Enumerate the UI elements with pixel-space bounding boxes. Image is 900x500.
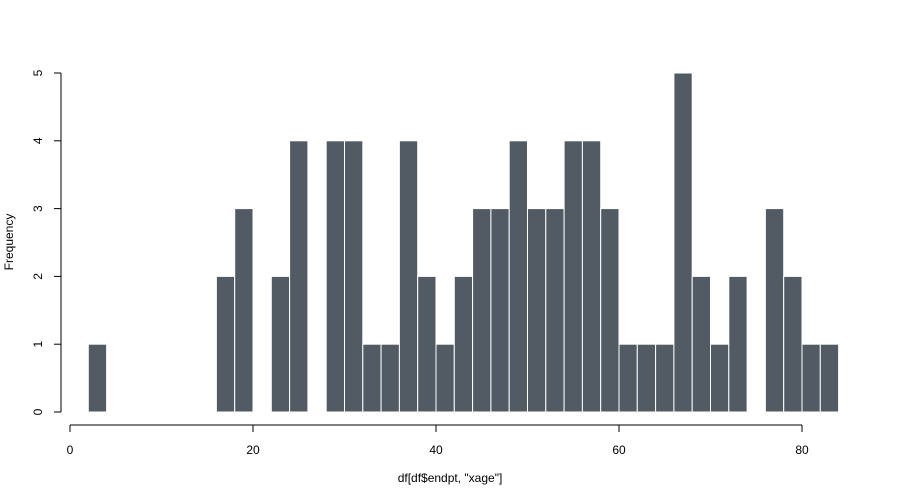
histogram-bar [618,343,638,413]
histogram-bar [398,140,419,413]
histogram-bar [636,343,657,413]
histogram-bar [728,275,748,413]
x-tick-label: 20 [246,443,260,457]
histogram-bar [234,208,254,413]
y-tick-label: 3 [31,205,45,212]
y-tick-label: 2 [31,273,45,280]
histogram-bar [673,72,693,413]
y-tick-label: 4 [31,137,45,144]
histogram-bar [490,208,510,413]
histogram-bar [344,140,364,413]
histogram-bar [819,343,840,413]
histogram-bar [508,140,529,413]
y-axis-title: Frequency [2,214,16,271]
x-tick-label: 60 [612,443,626,457]
histogram-bar [289,140,309,413]
histogram-bar [215,275,236,413]
histogram-bar [453,275,474,413]
y-tick-label: 0 [31,408,45,415]
x-tick-label: 80 [795,443,809,457]
histogram-bar [655,343,675,413]
histogram-bar [472,208,492,413]
y-axis-ticks: 0 1 2 3 4 5 [31,69,61,415]
histogram-bar [764,208,785,413]
histogram-bar [362,343,382,413]
histogram-bar [600,208,620,413]
y-tick-label: 1 [31,341,45,348]
histogram-bar [435,343,455,413]
histogram-bar [545,208,565,413]
histogram-bar [783,275,803,413]
histogram-bar [710,343,730,413]
histogram-bar [417,275,437,413]
histogram-bar [270,275,291,413]
histogram-bar [691,275,712,413]
histogram-bar [801,343,821,413]
x-tick-label: 40 [429,443,443,457]
x-axis-ticks: 0 20 40 60 80 [67,425,809,457]
histogram-bar [563,140,583,413]
histogram-bar [325,140,346,413]
x-tick-label: 0 [67,443,74,457]
y-tick-label: 5 [31,69,45,76]
histogram-bar [380,343,400,413]
x-axis-title: df[df$endpt, "xage"] [398,471,503,485]
histogram-bars [87,72,840,413]
histogram-bar [527,208,547,413]
histogram-bar [87,343,108,413]
histogram-bar [581,140,602,413]
